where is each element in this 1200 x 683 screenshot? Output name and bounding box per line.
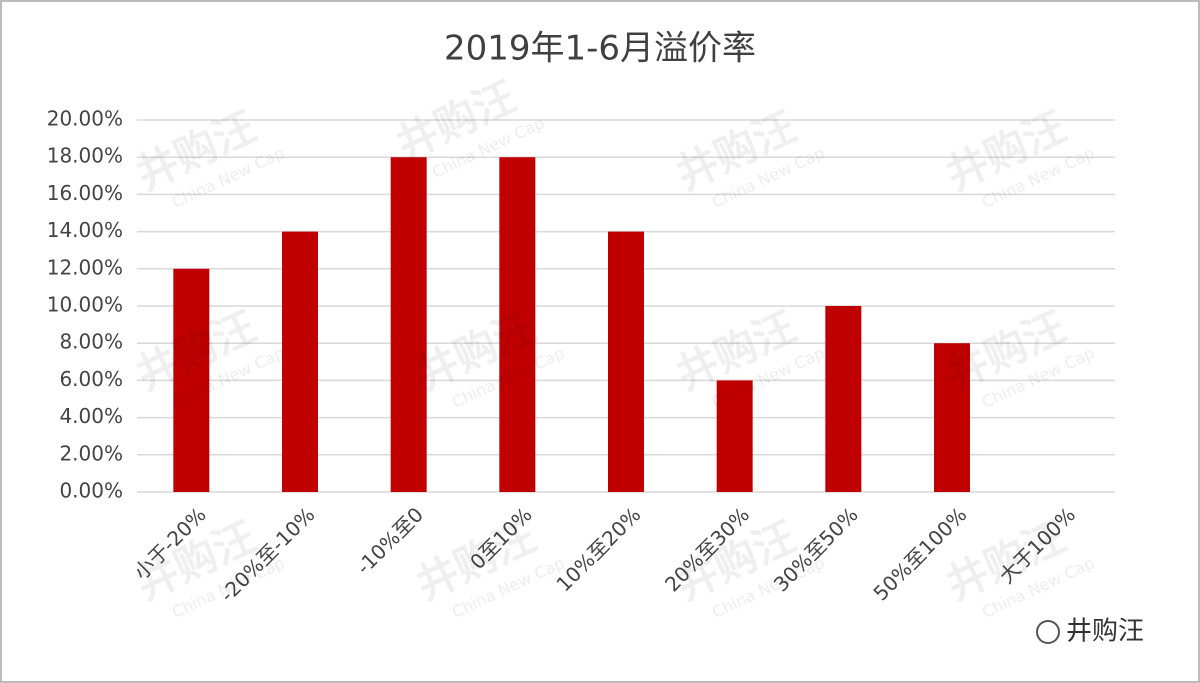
chart-title: 2019年1-6月溢价率 — [444, 29, 756, 69]
y-tick-label: 0.00% — [59, 479, 123, 503]
bar — [934, 343, 970, 492]
y-tick-label: 16.00% — [47, 181, 123, 205]
y-tick-label: 2.00% — [59, 441, 123, 465]
bar — [608, 231, 644, 492]
y-tick-label: 18.00% — [47, 144, 123, 168]
logo: 井购汪 — [1036, 617, 1144, 647]
y-tick-label: 20.00% — [47, 107, 123, 131]
bar — [825, 306, 862, 492]
y-tick-label: 4.00% — [59, 404, 123, 428]
logo-text: 井购汪 — [1066, 617, 1144, 647]
bar — [716, 380, 753, 492]
bar — [390, 157, 427, 492]
logo-icon — [1036, 620, 1060, 644]
bar — [173, 268, 210, 492]
y-tick-label: 6.00% — [59, 367, 123, 391]
y-tick-label: 10.00% — [47, 293, 123, 317]
bar — [282, 231, 318, 492]
bar — [499, 157, 536, 492]
y-tick-label: 12.00% — [47, 255, 123, 279]
y-tick-label: 14.00% — [47, 218, 123, 242]
y-tick-label: 8.00% — [59, 330, 123, 354]
